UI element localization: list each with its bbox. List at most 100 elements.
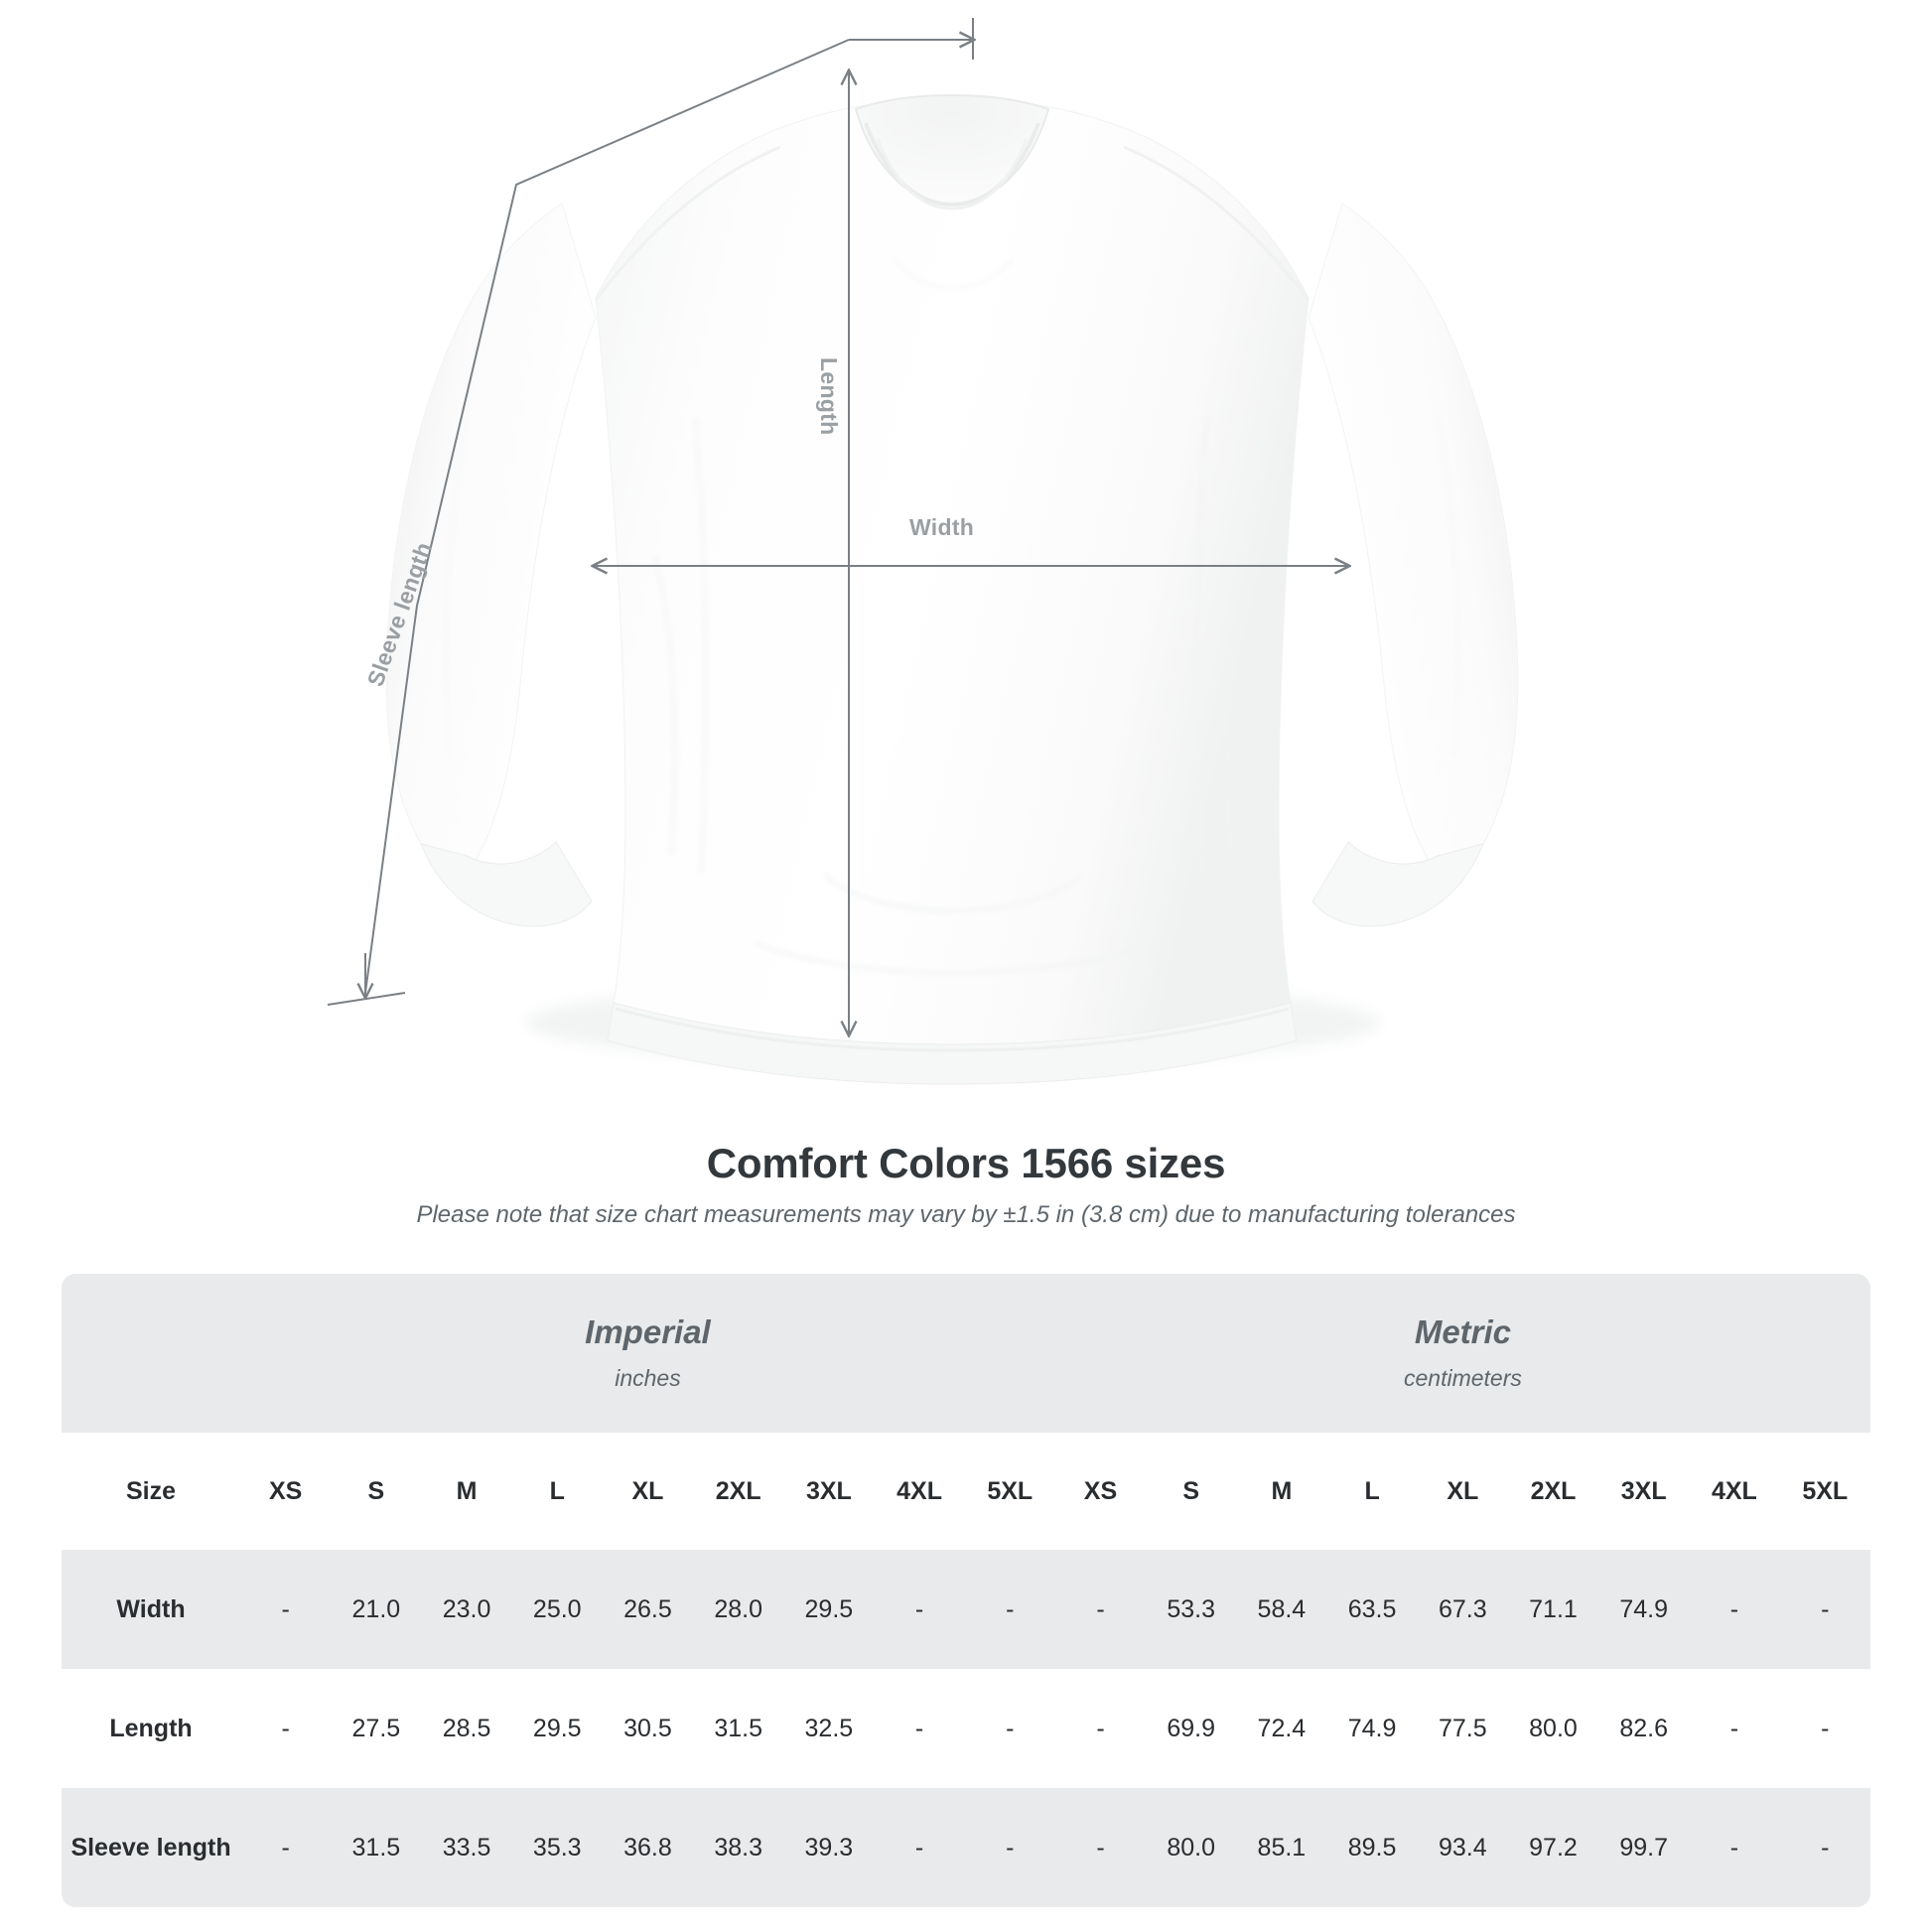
unit-group-imperial: Imperial inches xyxy=(240,1274,1055,1433)
cell-width-imp-l: 25.0 xyxy=(511,1550,603,1669)
col-header-imp-3xl: 3XL xyxy=(783,1433,875,1550)
cell-sleeve-imp-l: 35.3 xyxy=(511,1788,603,1907)
cell-length-imp-s: 27.5 xyxy=(331,1669,422,1788)
cell-sleeve-met-l: 89.5 xyxy=(1326,1788,1418,1907)
cell-length-imp-xl: 30.5 xyxy=(602,1669,694,1788)
cell-sleeve-met-xl: 93.4 xyxy=(1417,1788,1508,1907)
cell-length-imp-4xl: - xyxy=(874,1669,965,1788)
cell-width-imp-xs: - xyxy=(240,1550,332,1669)
measurement-arrows xyxy=(327,18,1932,1142)
cell-length-imp-5xl: - xyxy=(964,1669,1055,1788)
size-chart-table: Imperial inches Metric centimeters Size … xyxy=(62,1274,1870,1907)
cell-width-imp-5xl: - xyxy=(964,1550,1055,1669)
col-header-imp-2xl: 2XL xyxy=(693,1433,784,1550)
row-label-sleeve-length: Sleeve length xyxy=(62,1788,241,1907)
cell-width-met-3xl: 74.9 xyxy=(1598,1550,1690,1669)
cell-sleeve-met-xs: - xyxy=(1054,1788,1147,1907)
cell-length-imp-m: 28.5 xyxy=(421,1669,512,1788)
tolerance-note: Please note that size chart measurements… xyxy=(416,1201,1516,1228)
cell-sleeve-met-s: 80.0 xyxy=(1146,1788,1237,1907)
cell-sleeve-imp-xs: - xyxy=(240,1788,332,1907)
cell-width-met-xs: - xyxy=(1054,1550,1147,1669)
table-row: Width - 21.0 23.0 25.0 26.5 28.0 29.5 - … xyxy=(62,1550,1870,1669)
cell-length-imp-2xl: 31.5 xyxy=(693,1669,784,1788)
unit-group-imperial-title: Imperial xyxy=(585,1313,711,1351)
cell-width-imp-2xl: 28.0 xyxy=(693,1550,784,1669)
unit-group-imperial-subtitle: inches xyxy=(615,1364,681,1391)
cell-length-met-4xl: - xyxy=(1689,1669,1780,1788)
col-header-met-2xl: 2XL xyxy=(1507,1433,1599,1550)
col-header-met-m: M xyxy=(1236,1433,1327,1550)
sleeve-length-line xyxy=(364,39,850,994)
col-header-met-3xl: 3XL xyxy=(1598,1433,1690,1550)
cell-length-imp-3xl: 32.5 xyxy=(783,1669,875,1788)
col-header-imp-xl: XL xyxy=(602,1433,694,1550)
cell-length-imp-l: 29.5 xyxy=(511,1669,603,1788)
cell-width-met-2xl: 71.1 xyxy=(1507,1550,1599,1669)
sleeve-tick-bottom xyxy=(327,992,406,1006)
cell-length-imp-xs: - xyxy=(240,1669,332,1788)
col-header-met-4xl: 4XL xyxy=(1689,1433,1780,1550)
cell-width-met-s: 53.3 xyxy=(1146,1550,1237,1669)
unit-group-metric-subtitle: centimeters xyxy=(1404,1364,1522,1391)
table-row: Sleeve length - 31.5 33.5 35.3 36.8 38.3… xyxy=(62,1788,1870,1907)
cell-width-met-m: 58.4 xyxy=(1236,1550,1327,1669)
col-header-imp-4xl: 4XL xyxy=(874,1433,965,1550)
col-header-met-5xl: 5XL xyxy=(1779,1433,1870,1550)
cell-sleeve-imp-3xl: 39.3 xyxy=(783,1788,875,1907)
headline-block: Comfort Colors 1566 sizes Please note th… xyxy=(0,1140,1932,1229)
unit-group-metric: Metric centimeters xyxy=(1054,1274,1870,1433)
size-chart-table-container: Imperial inches Metric centimeters Size … xyxy=(62,1274,1870,1907)
col-header-imp-xs: XS xyxy=(240,1433,332,1550)
length-label: Length xyxy=(816,357,842,436)
col-header-met-xl: XL xyxy=(1417,1433,1508,1550)
table-row: Length - 27.5 28.5 29.5 30.5 31.5 32.5 -… xyxy=(62,1669,1870,1788)
cell-sleeve-met-2xl: 97.2 xyxy=(1507,1788,1599,1907)
cell-width-imp-4xl: - xyxy=(874,1550,965,1669)
row-label-width: Width xyxy=(62,1550,241,1669)
col-header-met-s: S xyxy=(1146,1433,1237,1550)
col-header-imp-s: S xyxy=(331,1433,422,1550)
cell-width-imp-m: 23.0 xyxy=(421,1550,512,1669)
cell-length-met-xl: 77.5 xyxy=(1417,1669,1508,1788)
cell-length-met-5xl: - xyxy=(1779,1669,1870,1788)
cell-sleeve-met-m: 85.1 xyxy=(1236,1788,1327,1907)
cell-length-met-xs: - xyxy=(1054,1669,1147,1788)
col-header-imp-5xl: 5XL xyxy=(964,1433,1055,1550)
cell-sleeve-imp-xl: 36.8 xyxy=(602,1788,694,1907)
cell-width-imp-3xl: 29.5 xyxy=(783,1550,875,1669)
cell-length-met-3xl: 82.6 xyxy=(1598,1669,1690,1788)
cell-width-met-4xl: - xyxy=(1689,1550,1780,1669)
cell-length-met-l: 74.9 xyxy=(1326,1669,1418,1788)
cell-sleeve-imp-m: 33.5 xyxy=(421,1788,512,1907)
cell-sleeve-met-5xl: - xyxy=(1779,1788,1870,1907)
unit-header-row: Imperial inches Metric centimeters xyxy=(62,1274,1870,1433)
page-title: Comfort Colors 1566 sizes xyxy=(706,1140,1226,1186)
width-label: Width xyxy=(909,514,975,540)
cell-length-met-s: 69.9 xyxy=(1146,1669,1237,1788)
cell-width-met-l: 63.5 xyxy=(1326,1550,1418,1669)
cell-sleeve-imp-5xl: - xyxy=(964,1788,1055,1907)
cell-sleeve-imp-2xl: 38.3 xyxy=(693,1788,784,1907)
cell-length-met-2xl: 80.0 xyxy=(1507,1669,1599,1788)
cell-sleeve-met-4xl: - xyxy=(1689,1788,1780,1907)
cell-length-met-m: 72.4 xyxy=(1236,1669,1327,1788)
size-header-row: Size XS S M L XL 2XL 3XL 4XL 5XL XS S M … xyxy=(62,1433,1870,1550)
cell-sleeve-imp-4xl: - xyxy=(874,1788,965,1907)
cell-sleeve-met-3xl: 99.7 xyxy=(1598,1788,1690,1907)
cell-width-met-5xl: - xyxy=(1779,1550,1870,1669)
col-header-imp-l: L xyxy=(511,1433,603,1550)
cell-width-imp-s: 21.0 xyxy=(331,1550,422,1669)
col-header-imp-m: M xyxy=(421,1433,512,1550)
unit-group-metric-title: Metric xyxy=(1414,1313,1512,1351)
cell-width-imp-xl: 26.5 xyxy=(602,1550,694,1669)
cell-sleeve-imp-s: 31.5 xyxy=(331,1788,422,1907)
garment-diagram: Length Width Sleeve length xyxy=(327,18,1932,1142)
col-header-met-l: L xyxy=(1326,1433,1418,1550)
cell-width-met-xl: 67.3 xyxy=(1417,1550,1508,1669)
unit-blank-cell xyxy=(62,1274,241,1433)
col-header-met-xs: XS xyxy=(1054,1433,1147,1550)
row-label-header: Size xyxy=(62,1433,241,1550)
row-label-length: Length xyxy=(62,1669,241,1788)
